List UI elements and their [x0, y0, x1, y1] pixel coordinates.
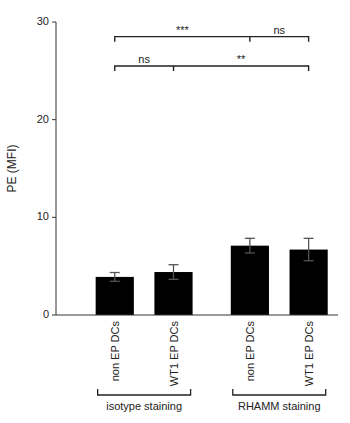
error-bar	[169, 265, 179, 280]
significance-label: ns	[138, 53, 150, 65]
y-tick	[52, 119, 56, 120]
error-cap	[304, 238, 314, 239]
significance-bracket	[115, 66, 309, 71]
y-tick-label: 30	[37, 15, 49, 27]
bar	[231, 246, 269, 315]
y-tick-label: 20	[37, 113, 49, 125]
error-cap	[304, 260, 314, 261]
x-tick-label: WT1 EP DCs	[168, 321, 180, 387]
error-cap	[169, 264, 179, 265]
y-axis-label: PE (MFI)	[5, 145, 19, 193]
bracket-line	[115, 37, 309, 42]
error-bar	[304, 238, 314, 260]
group-label: isotype staining	[106, 400, 182, 412]
error-cap	[245, 238, 255, 239]
bracket-line	[115, 66, 309, 71]
error-line	[173, 265, 174, 280]
bar	[96, 277, 134, 315]
y-tick-label: 0	[43, 308, 49, 320]
error-cap	[110, 272, 120, 273]
error-cap	[110, 281, 120, 282]
y-tick	[52, 22, 56, 23]
x-tick-label: non EP DCs	[109, 321, 121, 382]
error-bar	[245, 238, 255, 253]
error-bar	[110, 273, 120, 282]
error-cap	[245, 252, 255, 253]
group-label: RHAMM staining	[238, 400, 321, 412]
x-tick-label: non EP DCs	[244, 321, 256, 382]
significance-label: ns	[273, 24, 285, 36]
x-tick-label: WT1 EP DCs	[303, 321, 315, 387]
y-axis-line	[56, 22, 57, 315]
significance-bracket	[115, 37, 309, 42]
bars	[96, 238, 328, 315]
significance-label: ***	[176, 24, 190, 36]
significance-label: **	[237, 53, 246, 65]
group-bracket	[98, 389, 191, 395]
error-line	[249, 238, 250, 253]
y-tick	[52, 315, 56, 316]
y-tick	[52, 217, 56, 218]
error-cap	[169, 279, 179, 280]
chart-svg: 0 10 20 30 PE (MFI) non EP DCs WT1 EP DCs non E…	[0, 0, 350, 423]
chart-container: 0 10 20 30 PE (MFI) non EP DCs WT1 EP DCs non E…	[0, 0, 350, 423]
error-line	[114, 273, 115, 282]
y-tick-label: 10	[37, 210, 49, 222]
x-axis-line	[56, 315, 338, 316]
error-line	[308, 238, 309, 260]
group-bracket	[233, 389, 326, 395]
